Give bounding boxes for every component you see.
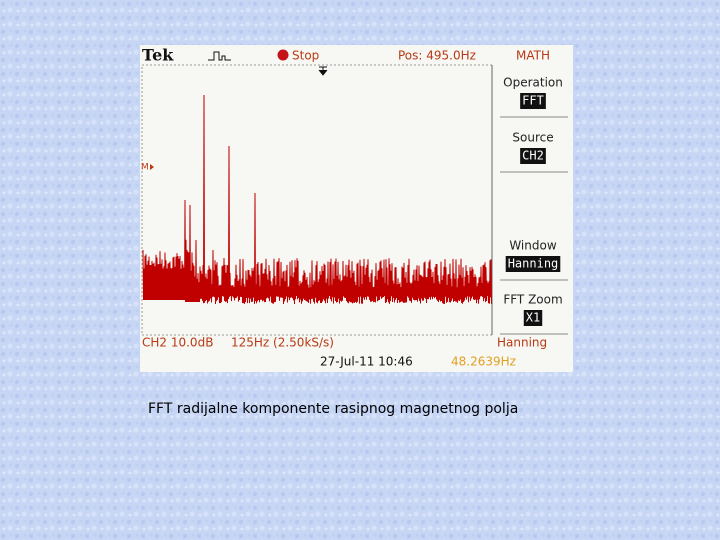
menu-value: CH2: [522, 149, 544, 163]
math-marker: M: [141, 163, 149, 173]
brand: Tek: [142, 46, 174, 65]
menu-value: Hanning: [508, 257, 559, 271]
menu-label: Source: [512, 131, 553, 145]
status: Stop: [292, 49, 319, 63]
menu-value-bg: [520, 93, 546, 109]
menu-label: Operation: [503, 76, 563, 90]
menu-label: FFT Zoom: [503, 293, 562, 307]
menu-value: FFT: [522, 94, 544, 108]
menu-label: Window: [509, 239, 557, 253]
menu-value: X1: [526, 311, 540, 325]
fft-trace: [142, 94, 492, 305]
position: Pos: 495.0Hz: [398, 49, 476, 63]
caption: FFT radijalne komponente rasipnog magnet…: [148, 401, 518, 417]
trigger-icon: [208, 51, 231, 61]
span: 125Hz (2.50kS/s): [231, 336, 334, 350]
side-menu: Operation FFT Source CH2 Window Hanning FFT Zo…: [500, 76, 568, 335]
position-marker: [318, 66, 328, 76]
frequency: 48.2639Hz: [451, 355, 516, 369]
channel: CH2 10.0dB: [142, 336, 213, 350]
menu-value-bg: [505, 256, 561, 272]
stop-icon: [277, 49, 289, 61]
window: Hanning: [497, 336, 547, 350]
trace-path: [142, 94, 492, 305]
marker-arrow: [150, 164, 154, 170]
oscilloscope-screen: Tek Stop Pos: 495.0Hz MATH M Operation FF…: [140, 45, 573, 372]
datetime: 27-Jul-11 10:46: [320, 355, 413, 369]
menu-value-bg: [523, 310, 543, 326]
screen-bg: [140, 45, 573, 372]
menu-title: MATH: [516, 49, 550, 63]
menu-value-bg: [520, 148, 546, 164]
